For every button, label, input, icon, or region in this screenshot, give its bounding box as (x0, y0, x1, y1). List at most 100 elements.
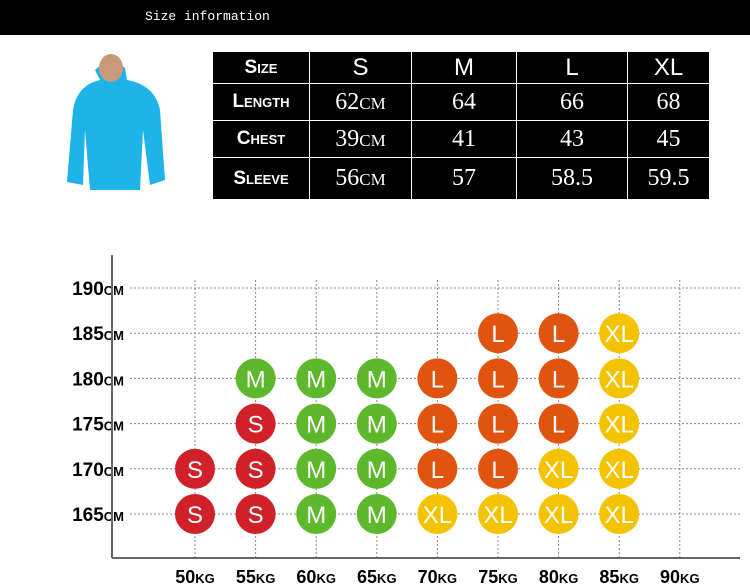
size-label: M (306, 502, 326, 529)
y-label: 170cm (72, 460, 124, 481)
size-label: S (187, 502, 203, 529)
size-dot (478, 313, 518, 354)
product-image (67, 54, 165, 190)
x-label: 80kg (539, 567, 579, 587)
table-cell: 64 (412, 84, 517, 121)
size-dot (417, 358, 458, 399)
table-cell: M (412, 52, 517, 84)
size-dot (417, 448, 458, 489)
size-dot (296, 358, 337, 399)
size-label: XL (544, 502, 573, 529)
x-label: 50kg (175, 567, 215, 587)
y-label: 185cm (72, 324, 124, 345)
size-dot (235, 358, 276, 399)
size-dot (478, 494, 518, 534)
size-label: L (431, 366, 444, 393)
x-label: 60kg (296, 567, 336, 587)
size-dot (296, 494, 337, 534)
size-label: L (491, 321, 504, 348)
size-dot (538, 403, 579, 444)
table-cell: Size (213, 52, 310, 84)
size-label: XL (605, 412, 634, 439)
size-dot (599, 403, 640, 444)
header-title: Size information (145, 9, 270, 24)
x-label: 55kg (236, 567, 276, 587)
y-label: 165cm (72, 505, 124, 526)
size-dot (356, 403, 397, 444)
table-cell: 68 (628, 84, 710, 121)
size-label: XL (544, 457, 573, 484)
size-label: S (248, 412, 264, 439)
size-dot (599, 358, 640, 399)
size-label: M (367, 366, 387, 393)
table-cell: 62cm (310, 84, 412, 121)
size-dot (235, 494, 276, 534)
size-dot (538, 494, 579, 534)
table-cell: Chest (213, 121, 310, 158)
size-dot (478, 358, 518, 399)
header-bar: Size information (0, 0, 750, 35)
size-label: M (306, 412, 326, 439)
table-cell: 39cm (310, 121, 412, 158)
size-label: L (491, 366, 504, 393)
size-dot (599, 448, 640, 489)
size-dot (538, 313, 579, 354)
size-dot (417, 494, 458, 534)
size-grid: 50kg 55kg 60kg 65kg 70kg 75kg 80kg 85kg 90kg 190c… (72, 255, 740, 587)
size-label: S (187, 457, 203, 484)
size-label: L (491, 457, 504, 484)
size-dot (478, 403, 518, 444)
size-label: L (552, 412, 565, 439)
size-label: L (552, 321, 565, 348)
size-label: L (431, 412, 444, 439)
size-dot (538, 358, 579, 399)
size-dot (175, 494, 215, 534)
table-cell: 59.5 (628, 158, 710, 200)
x-label: 65kg (357, 567, 397, 587)
table-cell: XL (628, 52, 710, 84)
size-label: XL (483, 502, 512, 529)
size-table: Size S M L XL Length 62cm 64 66 68 Chest 39cm 41 43 45… (213, 52, 710, 200)
size-label: M (306, 457, 326, 484)
size-dot (356, 358, 397, 399)
x-label: 70kg (418, 567, 458, 587)
size-dot (599, 313, 640, 354)
size-label: M (306, 366, 326, 393)
size-label: XL (605, 457, 634, 484)
x-label: 85kg (599, 567, 639, 587)
table-cell: 58.5 (517, 158, 628, 200)
table-cell: 66 (517, 84, 628, 121)
size-dot (175, 448, 215, 489)
table-cell: Length (213, 84, 310, 121)
size-label: S (248, 457, 264, 484)
size-label: XL (605, 366, 634, 393)
size-label: XL (423, 502, 452, 529)
table-cell: L (517, 52, 628, 84)
y-label: 180cm (72, 369, 124, 390)
table-cell: 41 (412, 121, 517, 158)
table-cell: S (310, 52, 412, 84)
size-dot (356, 448, 397, 489)
size-label: M (367, 457, 387, 484)
y-label: 175cm (72, 415, 124, 436)
table-cell: 57 (412, 158, 517, 200)
y-label: 190cm (72, 279, 124, 300)
size-label: L (552, 366, 565, 393)
size-dot (235, 448, 276, 489)
size-dot (417, 403, 458, 444)
table-cell: 43 (517, 121, 628, 158)
size-dot (235, 403, 276, 444)
table-cell: 56cm (310, 158, 412, 200)
size-label: M (246, 366, 266, 393)
x-label: 75kg (478, 567, 518, 587)
size-dot (599, 494, 640, 534)
size-dot (538, 448, 579, 489)
size-label: M (367, 502, 387, 529)
table-cell: 45 (628, 121, 710, 158)
size-dot (296, 403, 337, 444)
size-label: M (367, 412, 387, 439)
size-label: L (491, 412, 504, 439)
table-cell: Sleeve (213, 158, 310, 200)
size-label: XL (605, 321, 634, 348)
